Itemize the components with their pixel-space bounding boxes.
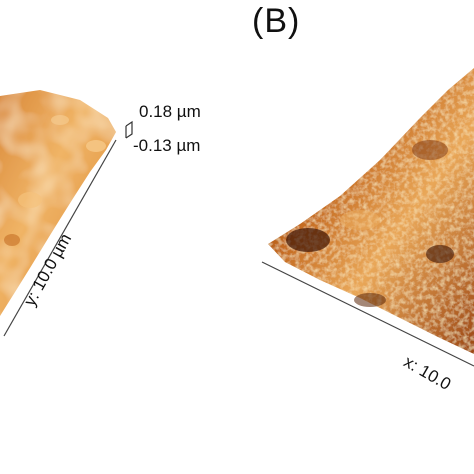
x-axis-line [261, 261, 474, 367]
z-scale-bracket [125, 120, 133, 139]
surface-a [0, 90, 116, 316]
surface-b [268, 68, 474, 354]
panel-label: (B) [252, 2, 301, 40]
z-min-label: -0.13 µm [133, 136, 201, 155]
y-axis-line [3, 139, 117, 337]
z-max-label: 0.18 µm [139, 102, 201, 121]
